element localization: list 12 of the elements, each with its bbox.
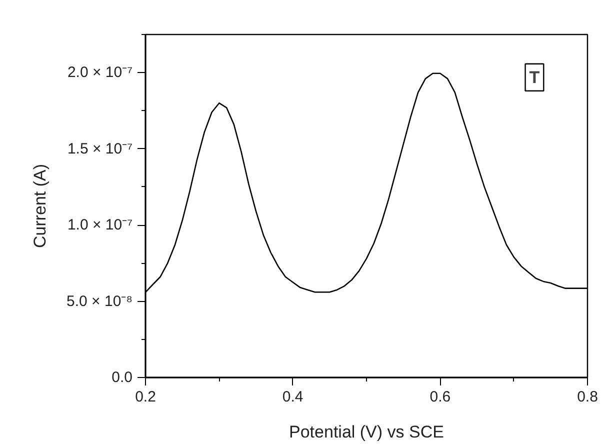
x-tick-label: 0.6 — [430, 388, 451, 406]
y-tick-label: 1.5 × 10⁻⁷ — [67, 140, 133, 158]
y-tick-label: 0.0 — [112, 369, 133, 386]
y-tick-label: 1.0 × 10⁻⁷ — [67, 216, 133, 234]
y-tick-label: 5.0 × 10⁻⁸ — [66, 292, 133, 310]
x-axis-title: Potential (V) vs SCE — [289, 422, 444, 442]
x-tick-label: 0.4 — [282, 388, 304, 406]
x-tick-label: 0.2 — [135, 388, 156, 406]
y-tick-label: 2.0 × 10⁻⁷ — [67, 64, 133, 82]
x-tick-label: 0.8 — [577, 388, 598, 406]
annotation: T — [529, 68, 540, 87]
y-axis-title: Current (A) — [30, 164, 50, 248]
